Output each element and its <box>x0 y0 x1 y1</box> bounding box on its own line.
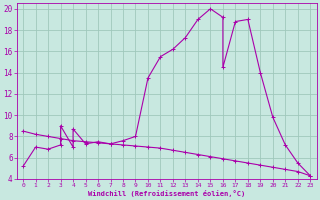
X-axis label: Windchill (Refroidissement éolien,°C): Windchill (Refroidissement éolien,°C) <box>88 190 245 197</box>
